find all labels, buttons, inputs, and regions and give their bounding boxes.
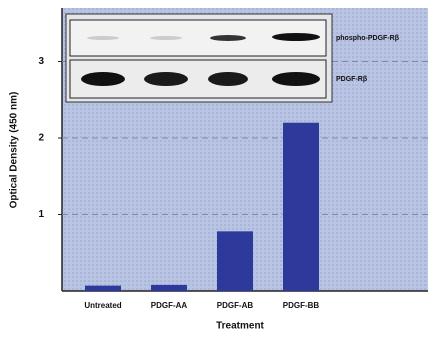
bar (85, 286, 121, 291)
blot-inset (66, 14, 332, 102)
blot-label: phospho-PDGF-Rβ (336, 35, 400, 42)
bar (217, 231, 253, 291)
bar (151, 285, 187, 291)
x-tick-label: PDGF-BB (283, 301, 320, 310)
x-axis-title: Treatment (216, 321, 264, 332)
bar (283, 123, 319, 291)
blot-label: PDGF-Rβ (336, 76, 368, 83)
y-tick-label: 3 (38, 56, 44, 67)
x-tick-label: Untreated (84, 301, 121, 310)
y-tick-label: 2 (38, 133, 44, 144)
y-tick-label: 1 (38, 209, 44, 220)
chart: phospho-PDGF-Rβ PDGF-Rβ Treatment Optica… (0, 0, 431, 337)
x-tick-label: PDGF-AA (151, 301, 188, 310)
x-tick-label: PDGF-AB (217, 301, 254, 310)
y-axis-title: Optical Density (450 nm) (9, 92, 20, 209)
